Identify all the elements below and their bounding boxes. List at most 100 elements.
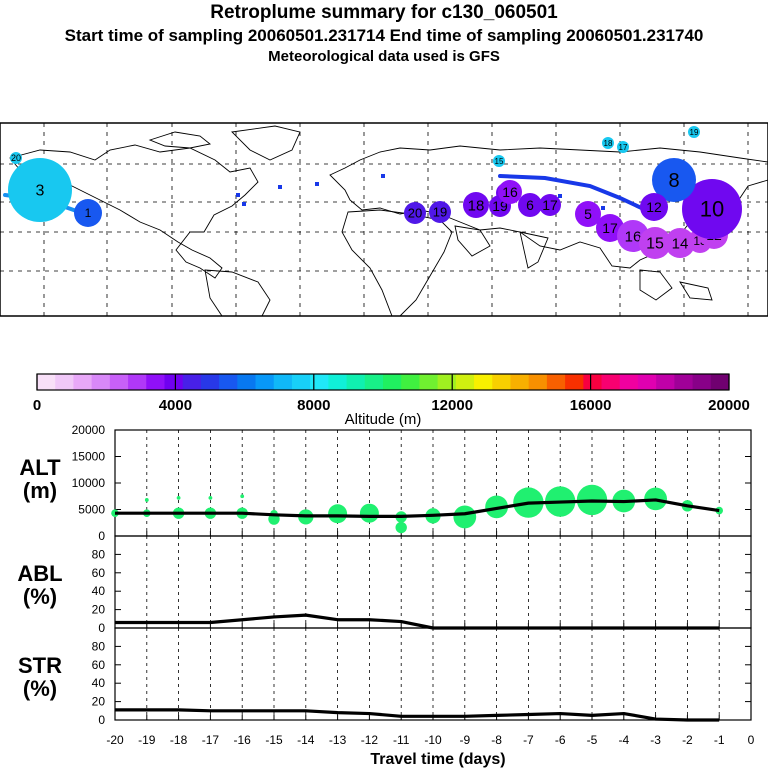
plume-cluster-label: 16	[625, 228, 642, 245]
altitude-blob	[395, 521, 407, 534]
series-line-abl	[115, 613, 720, 630]
x-tick-label: -9	[459, 733, 470, 747]
plume-cluster	[404, 202, 426, 224]
plume-cluster	[74, 199, 102, 227]
colorbar-swatch	[401, 374, 420, 390]
colorbar-tick-label: 8000	[297, 397, 330, 414]
colorbar-swatch	[200, 374, 220, 390]
altitude-colorbar: 0 4000 8000 12000 16000 20000 Altitude (m)	[33, 373, 750, 428]
x-tick-label: -5	[587, 733, 598, 747]
plume-cluster-label: 19	[690, 128, 699, 137]
altitude-blob	[453, 505, 477, 529]
y-tick-label: 40	[92, 676, 106, 690]
colorbar-swatch	[474, 374, 493, 390]
colorbar-swatch	[219, 374, 238, 390]
colorbar-swatch	[656, 374, 675, 390]
y-tick-label: 0	[98, 713, 105, 727]
altitude-blob	[176, 495, 181, 500]
plume-cluster	[575, 201, 601, 227]
plume-cluster	[617, 141, 629, 153]
colorbar-swatch	[601, 374, 621, 390]
time-series-panels: 05000100001500020000ALT(m)020406080ABL(%…	[17, 423, 754, 768]
x-tick-label: -15	[265, 733, 283, 747]
colorbar-tick-label: 0	[33, 397, 41, 414]
plume-cluster	[498, 180, 522, 204]
y-tick-label: 10000	[72, 476, 106, 490]
world-map: 2031201918201961716517161514131210812181…	[0, 122, 768, 317]
plume-cluster-label: 1	[85, 206, 92, 220]
colorbar-swatch	[146, 374, 165, 390]
colorbar-swatch	[37, 374, 56, 390]
plume-cluster-label: 19	[433, 205, 447, 220]
y-tick-label: 80	[92, 547, 106, 561]
colorbar-swatch	[510, 374, 530, 390]
colorbar-swatch	[565, 374, 584, 390]
y-tick-label: 20000	[72, 423, 106, 437]
y-tick-label: 5000	[78, 503, 105, 517]
x-tick-label: -14	[297, 733, 315, 747]
x-tick-label: -6	[555, 733, 566, 747]
plume-cluster-label: 10	[700, 197, 724, 222]
plume-cluster	[602, 137, 614, 149]
x-tick-label: -20	[106, 733, 124, 747]
y-tick-label: 60	[92, 658, 106, 672]
plume-cluster	[596, 214, 624, 242]
colorbar-swatch	[310, 374, 329, 390]
y-tick-label: 60	[92, 566, 106, 580]
colorbar-swatch	[455, 374, 475, 390]
panel-label: ABL	[17, 561, 62, 586]
x-tick-label: -19	[138, 733, 156, 747]
plume-cluster-label: 17	[542, 197, 558, 213]
plume-cluster	[463, 192, 489, 218]
panel-unit: (m)	[23, 478, 57, 503]
colorbar-swatch	[182, 374, 202, 390]
colorbar-swatch	[164, 374, 184, 390]
y-tick-label: 0	[98, 621, 105, 635]
plume-cluster	[682, 179, 742, 239]
x-tick-label: -1	[714, 733, 725, 747]
colorbar-tick-label: 20000	[708, 397, 750, 414]
plume-cluster-label: 18	[604, 139, 613, 148]
plume-marker	[558, 194, 562, 198]
plume-marker	[242, 202, 246, 206]
colorbar-swatch	[255, 374, 275, 390]
colorbar-swatch	[637, 374, 657, 390]
plume-cluster-label: 18	[468, 197, 485, 214]
plume-marker	[278, 185, 282, 189]
panel-label: STR	[18, 653, 62, 678]
y-tick-label: 20	[92, 695, 106, 709]
series-line-str	[115, 708, 720, 722]
x-tick-label: 0	[748, 733, 755, 747]
altitude-blob	[240, 494, 245, 499]
plume-cluster-label: 12	[646, 199, 662, 215]
colorbar-swatch	[237, 374, 257, 390]
plume-cluster	[639, 227, 671, 259]
colorbar-label: Altitude (m)	[345, 411, 422, 428]
plume-cluster-label: 17	[602, 220, 618, 236]
colorbar-swatch	[619, 374, 639, 390]
sampling-time-line: Start time of sampling 20060501.231714 E…	[64, 26, 704, 45]
panel-unit: (%)	[23, 676, 57, 701]
colorbar-tick-label: 4000	[159, 397, 192, 414]
colorbar-swatch	[692, 374, 712, 390]
x-tick-label: -7	[523, 733, 534, 747]
plume-clusters: 2031201918201961716517161514131210812181…	[8, 126, 742, 259]
plume-marker	[381, 174, 385, 178]
plume-cluster	[640, 193, 668, 221]
plume-cluster	[652, 158, 696, 202]
x-tick-label: -4	[618, 733, 629, 747]
x-tick-label: -10	[424, 733, 442, 747]
plume-cluster-label: 17	[619, 143, 628, 152]
x-tick-label: -18	[170, 733, 188, 747]
plume-cluster	[10, 152, 22, 164]
colorbar-swatch	[419, 374, 439, 390]
altitude-blob	[359, 503, 379, 523]
colorbar-swatch	[364, 374, 384, 390]
colorbar-tick-label: 12000	[431, 397, 473, 414]
colorbar-swatch	[674, 374, 694, 390]
colorbar-swatch	[710, 374, 730, 390]
plume-cluster	[688, 126, 700, 138]
plume-cluster-label: 14	[672, 235, 689, 252]
plume-marker	[601, 206, 605, 210]
colorbar-tick-label: 16000	[570, 397, 612, 414]
